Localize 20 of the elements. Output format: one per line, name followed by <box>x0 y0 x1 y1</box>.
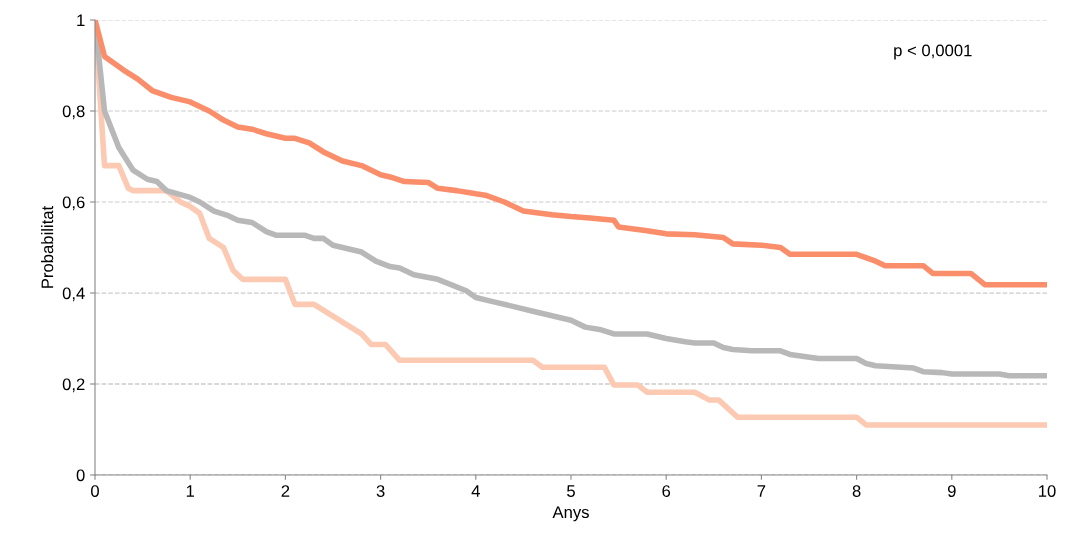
y-tick-label: 0 <box>76 469 85 482</box>
x-axis-title: Anys <box>552 506 589 522</box>
y-axis-title: Probabilitat <box>41 205 54 288</box>
x-tick-label: 9 <box>947 485 956 497</box>
x-tick-label: 8 <box>852 485 861 497</box>
y-tick-label: 0,6 <box>62 196 85 211</box>
x-tick-label: 5 <box>567 485 575 497</box>
x-tick-label: 0 <box>91 485 99 497</box>
y-tick-label: 0,8 <box>62 105 85 120</box>
x-tick-label: 4 <box>471 485 480 497</box>
y-tick-label: 0,4 <box>62 287 85 302</box>
x-tick-label: 7 <box>757 485 766 497</box>
x-tick-label: 10 <box>1039 485 1056 497</box>
y-tick-label: 1 <box>77 14 85 27</box>
x-tick-label: 3 <box>376 485 385 497</box>
x-tick-label: 1 <box>186 485 195 497</box>
annotation: p < 0,0001 <box>894 44 972 60</box>
x-tick-label: 6 <box>662 485 671 497</box>
y-tick-label: 0,2 <box>62 378 85 393</box>
x-tick-label: 2 <box>281 485 290 497</box>
